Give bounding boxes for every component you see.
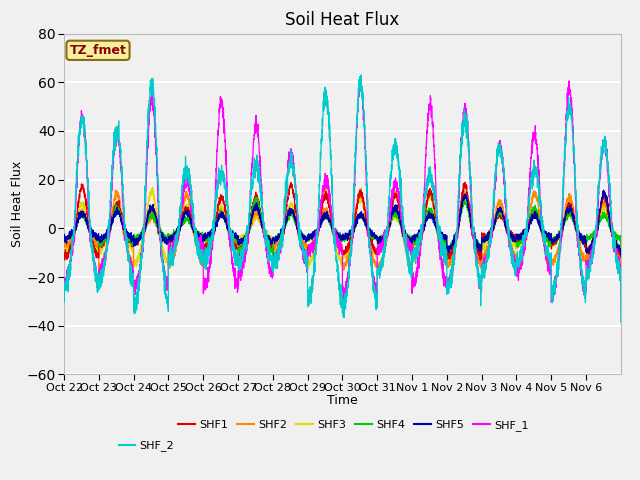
SHF3 (432, 217, 440, 223)
SHF1 (156, 231, 164, 237)
SHF4 (472, 237, 479, 243)
SHF4 (432, 221, 440, 227)
SHF5 (617, 253, 625, 259)
SHF2 (472, 246, 479, 252)
SHF5 (60, 236, 68, 241)
SHF3 (304, 266, 312, 272)
SHF_1 (472, 248, 479, 253)
Title: Soil Heat Flux: Soil Heat Flux (285, 11, 399, 29)
SHF_2 (617, 319, 625, 325)
SHF3 (617, 262, 625, 268)
SHF5 (600, 187, 607, 193)
SHF3 (60, 247, 68, 252)
SHF_1 (617, 295, 625, 300)
SHF_1 (60, 277, 68, 283)
SHF_2 (488, 228, 496, 233)
SHF1 (472, 240, 479, 245)
SHF1 (431, 218, 439, 224)
SHF_1 (156, 230, 164, 236)
SHF2 (617, 266, 625, 272)
SHF4 (420, 220, 428, 226)
SHF2 (156, 229, 164, 235)
Legend: SHF_2: SHF_2 (114, 436, 179, 456)
SHF_1 (356, 75, 364, 81)
SHF_2 (156, 231, 164, 237)
SHF3 (149, 185, 157, 191)
SHF3 (497, 208, 504, 214)
SHF4 (156, 225, 164, 231)
Text: TZ_fmet: TZ_fmet (70, 44, 127, 57)
SHF3 (488, 224, 496, 230)
SHF4 (235, 252, 243, 257)
SHF4 (497, 209, 504, 215)
SHF_1 (488, 228, 496, 234)
SHF5 (496, 205, 504, 211)
SHF_2 (420, 206, 428, 212)
SHF3 (472, 244, 479, 250)
Line: SHF3: SHF3 (64, 188, 621, 269)
SHF1 (488, 226, 496, 231)
SHF4 (617, 248, 625, 253)
SHF2 (431, 222, 439, 228)
SHF2 (60, 244, 68, 250)
SHF1 (60, 252, 68, 258)
SHF_2 (60, 278, 68, 284)
SHF5 (420, 225, 428, 230)
SHF5 (488, 228, 495, 234)
SHF2 (513, 268, 521, 274)
SHF2 (358, 186, 365, 192)
Line: SHF1: SHF1 (64, 182, 621, 260)
SHF_1 (339, 300, 346, 305)
SHF5 (431, 221, 439, 227)
X-axis label: Time: Time (327, 394, 358, 407)
SHF3 (156, 233, 164, 239)
SHF1 (617, 254, 625, 260)
Line: SHF4: SHF4 (64, 197, 621, 254)
SHF1 (497, 210, 504, 216)
SHF5 (156, 228, 164, 234)
SHF1 (303, 257, 311, 263)
SHF4 (252, 194, 260, 200)
SHF4 (488, 228, 496, 234)
Line: SHF_1: SHF_1 (64, 78, 621, 302)
Y-axis label: Soil Heat Flux: Soil Heat Flux (11, 161, 24, 247)
SHF2 (420, 221, 428, 227)
SHF1 (461, 180, 469, 185)
SHF_1 (420, 183, 428, 189)
Line: SHF5: SHF5 (64, 190, 621, 256)
SHF2 (488, 230, 496, 236)
SHF_2 (496, 142, 504, 147)
SHF_1 (432, 176, 440, 181)
SHF_2 (472, 245, 479, 251)
SHF_2 (357, 72, 365, 78)
SHF3 (420, 219, 428, 225)
SHF_1 (497, 146, 504, 152)
SHF1 (420, 221, 428, 227)
Line: SHF2: SHF2 (64, 189, 621, 271)
SHF_2 (431, 202, 439, 207)
SHF4 (60, 233, 68, 239)
Line: SHF_2: SHF_2 (64, 75, 621, 322)
SHF5 (472, 240, 479, 246)
SHF2 (496, 198, 504, 204)
